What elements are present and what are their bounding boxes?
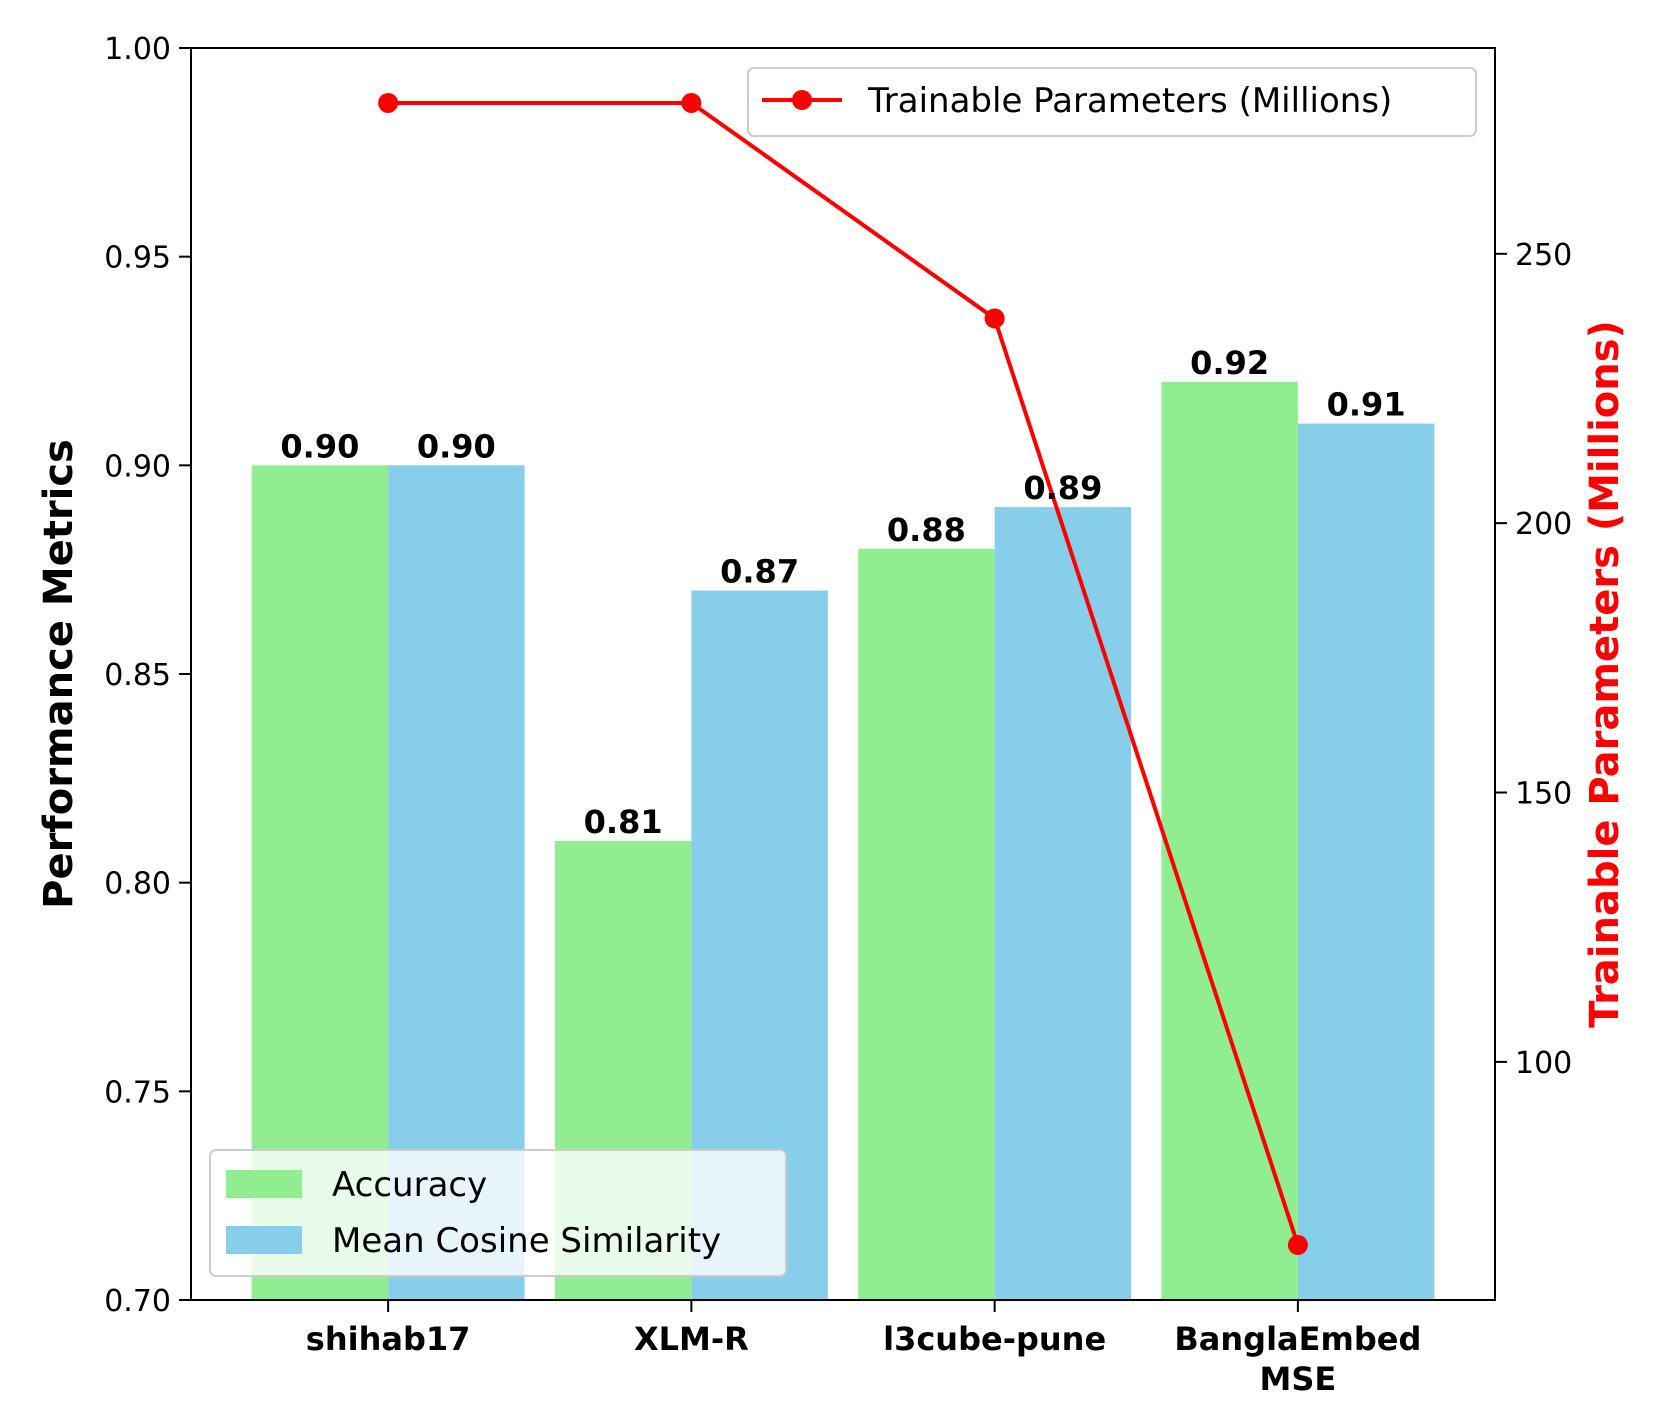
bar-accuracy-banglaembed-mse	[1161, 381, 1298, 1300]
line-point-xlm-r	[681, 92, 702, 113]
line-point-shihab17	[378, 92, 399, 113]
y-tick-label: 0.75	[104, 1075, 171, 1110]
y2-axis-title: Trainable Parameters (Millions)	[1582, 320, 1628, 1028]
bar-legend: Accuracy Mean Cosine Similarity	[209, 1149, 787, 1277]
x-tick-label-banglaembed-mse: BanglaEmbed MSE	[1174, 1320, 1421, 1398]
y2-tick-label: 250	[1515, 238, 1572, 273]
data-label-accuracy-banglaembed-mse: 0.92	[1190, 344, 1269, 382]
legend-swatch-mean-cosine-similarity	[226, 1226, 302, 1254]
y-tick-label: 0.80	[104, 867, 171, 902]
bar-mean-cosine-similarity-banglaembed-mse	[1297, 423, 1435, 1301]
data-label-mean-cosine-similarity-l3cube-pune: 0.89	[1023, 469, 1102, 507]
x-tick-label-l3cube-pune: l3cube-pune	[883, 1320, 1106, 1358]
y-tick-label: 0.85	[104, 658, 171, 693]
y-tick-label: 0.95	[104, 241, 171, 276]
right-axis: 100 150 200 250	[1495, 238, 1572, 1081]
legend-label-accuracy: Accuracy	[332, 1165, 487, 1205]
legend-swatch-accuracy	[226, 1170, 302, 1198]
left-axis: 0.70 0.75 0.80 0.85 0.90 0.95 1.00	[104, 32, 191, 1319]
y2-tick-label: 100	[1515, 1046, 1572, 1081]
y2-tick-label: 150	[1515, 777, 1572, 812]
line-legend-box	[747, 67, 1477, 137]
y-tick-label: 0.70	[104, 1284, 171, 1319]
x-tick-label-shihab17: shihab17	[306, 1320, 471, 1358]
data-label-accuracy-shihab17: 0.90	[280, 427, 359, 465]
line-layer	[378, 92, 1308, 1256]
bar-mean-cosine-similarity-l3cube-pune	[994, 507, 1132, 1301]
data-labels-layer: 0.90 0.81 0.88 0.92 0.90 0.87 0.89 0.91	[280, 344, 1405, 841]
bar-legend-box	[209, 1149, 787, 1277]
line-legend-label: Trainable Parameters (Millions)	[867, 81, 1392, 121]
legend-label-mean-cosine-similarity: Mean Cosine Similarity	[332, 1221, 721, 1261]
y-tick-label: 0.90	[104, 449, 171, 484]
y2-tick-label: 200	[1515, 507, 1572, 542]
line-point-l3cube-pune	[984, 308, 1005, 329]
line-trainable-parameters-millions	[388, 100, 1300, 1246]
y-axis-title: Performance Metrics	[36, 439, 82, 909]
x-tick-label-xlm-r: XLM-R	[634, 1320, 749, 1358]
line-legend-swatch-marker	[792, 90, 812, 110]
data-label-mean-cosine-similarity-shihab17: 0.90	[417, 427, 496, 465]
data-label-accuracy-l3cube-pune: 0.88	[887, 511, 966, 549]
data-label-mean-cosine-similarity-banglaembed-mse: 0.91	[1327, 386, 1406, 424]
line-point-banglaembed-mse	[1287, 1235, 1308, 1256]
data-label-accuracy-xlm-r: 0.81	[584, 803, 663, 841]
data-label-mean-cosine-similarity-xlm-r: 0.87	[720, 553, 799, 591]
y-tick-label: 1.00	[104, 32, 171, 67]
x-axis: shihab17 XLM-R l3cube-pune BanglaEmbed MSE	[306, 1300, 1421, 1398]
bar-accuracy-l3cube-pune	[858, 548, 995, 1300]
line-legend: Trainable Parameters (Millions)	[747, 67, 1477, 137]
